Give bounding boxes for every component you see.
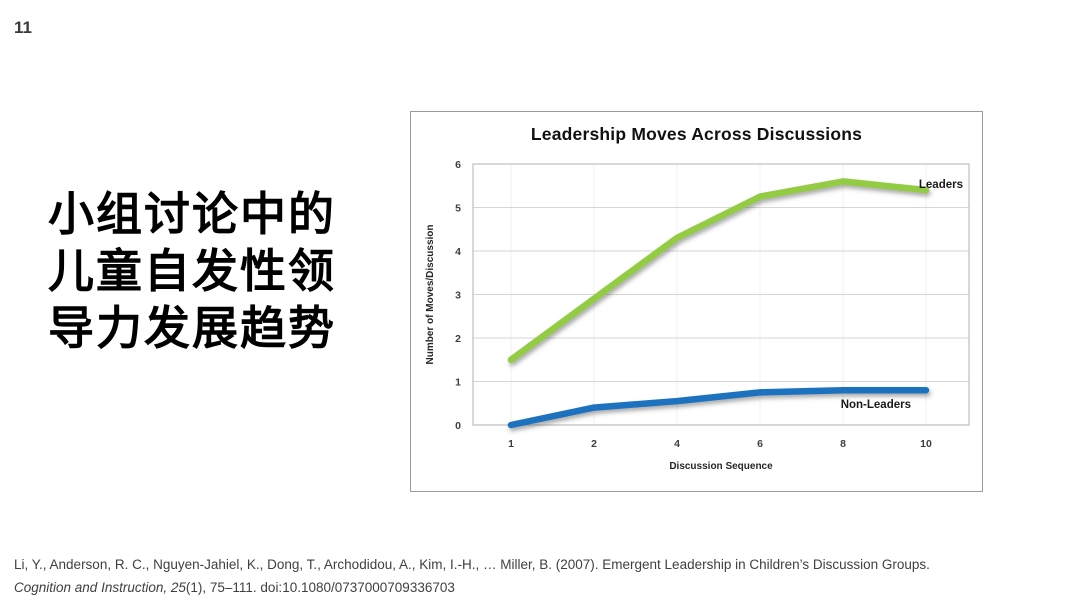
- svg-text:0: 0: [455, 420, 461, 432]
- line-chart: Leadership Moves Across Discussions 0 1 2 3…: [410, 111, 983, 492]
- svg-text:2: 2: [455, 333, 461, 345]
- svg-text:8: 8: [840, 438, 846, 450]
- citation-line-2: Cognition and Instruction, 25(1), 75–111…: [14, 576, 930, 599]
- svg-text:10: 10: [920, 438, 932, 450]
- svg-text:6: 6: [757, 438, 763, 450]
- citation: Li, Y., Anderson, R. C., Nguyen-Jahiel, …: [14, 553, 930, 599]
- svg-text:1: 1: [508, 438, 514, 450]
- svg-text:4: 4: [455, 246, 461, 258]
- slide-page-number: 11: [14, 18, 32, 37]
- chart-title: Leadership Moves Across Discussions: [530, 124, 863, 144]
- svg-text:Discussion Sequence: Discussion Sequence: [669, 461, 773, 472]
- svg-text:4: 4: [674, 438, 680, 450]
- svg-text:Non-Leaders: Non-Leaders: [841, 399, 911, 411]
- svg-text:5: 5: [455, 203, 461, 215]
- citation-rest: (1), 75–111. doi:10.1080/073700070933670…: [185, 580, 455, 595]
- citation-journal: Cognition and Instruction, 25: [14, 580, 186, 595]
- svg-text:6: 6: [455, 159, 461, 171]
- chart-plot-area: 0 1 2 3 4 5 6 1 2 4 6 8 10 Discussion Sequence Number …: [425, 159, 970, 472]
- svg-text:1: 1: [455, 377, 461, 389]
- svg-text:3: 3: [455, 290, 461, 302]
- headline-line-2: 儿童自发性领: [48, 245, 336, 297]
- slide-headline: 小组讨论中的 儿童自发性领 导力发展趋势: [48, 186, 336, 357]
- citation-line-1: Li, Y., Anderson, R. C., Nguyen-Jahiel, …: [14, 557, 930, 572]
- svg-text:2: 2: [591, 438, 597, 450]
- svg-text:Leaders: Leaders: [919, 179, 963, 191]
- svg-text:Number of Moves/Discussion: Number of Moves/Discussion: [425, 224, 436, 364]
- headline-line-3: 导力发展趋势: [48, 302, 336, 354]
- headline-line-1: 小组讨论中的: [48, 188, 336, 240]
